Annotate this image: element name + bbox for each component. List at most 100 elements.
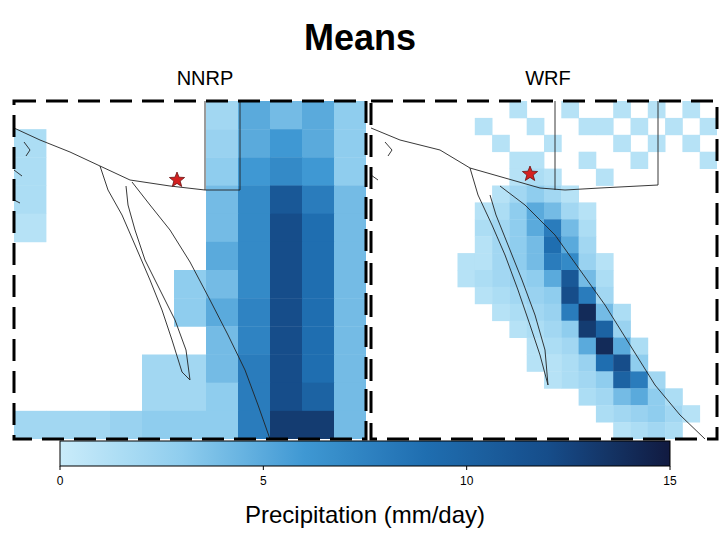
cell	[544, 135, 562, 152]
cell	[14, 157, 46, 186]
cell	[475, 270, 493, 287]
cell	[206, 242, 238, 271]
cell	[302, 101, 334, 130]
cell	[631, 338, 649, 355]
cell	[302, 242, 334, 271]
cell	[509, 152, 527, 169]
cell	[631, 118, 649, 135]
cell	[302, 383, 334, 412]
colorbar-tick-label: 15	[663, 474, 677, 488]
cell	[14, 186, 46, 215]
cell	[665, 118, 683, 135]
cell	[631, 422, 649, 439]
cell	[596, 304, 614, 321]
cell	[334, 383, 366, 412]
colorbar-tick	[263, 466, 264, 470]
cell	[206, 157, 238, 186]
cell	[492, 287, 510, 304]
colorbar-tick	[670, 466, 671, 470]
cell	[561, 219, 579, 236]
cell	[596, 355, 614, 372]
cell	[334, 355, 366, 384]
cell	[561, 338, 579, 355]
map-line	[132, 182, 270, 439]
cell	[492, 186, 510, 203]
cell	[613, 355, 631, 372]
cell	[596, 253, 614, 270]
cell	[700, 118, 717, 135]
cell	[631, 388, 649, 405]
cell	[596, 270, 614, 287]
cell	[579, 202, 597, 219]
cell	[238, 355, 270, 384]
cell	[561, 287, 579, 304]
map-line	[658, 101, 659, 185]
cell	[270, 242, 302, 271]
cell	[544, 202, 562, 219]
cell	[238, 157, 270, 186]
cell	[270, 101, 302, 130]
cell	[648, 405, 666, 422]
cell	[527, 253, 545, 270]
cell	[238, 411, 270, 439]
cell	[174, 298, 206, 327]
cell	[206, 326, 238, 355]
panel-background	[371, 101, 717, 439]
cell	[561, 236, 579, 253]
site-star	[169, 172, 184, 187]
cell	[527, 287, 545, 304]
cell	[509, 304, 527, 321]
cell	[270, 186, 302, 215]
cell	[596, 321, 614, 338]
cell	[14, 129, 46, 158]
cell	[206, 355, 238, 384]
map-line	[385, 142, 392, 156]
cell	[270, 383, 302, 412]
cell	[561, 304, 579, 321]
cell	[492, 304, 510, 321]
cell	[596, 338, 614, 355]
heatmap-cells	[458, 101, 718, 439]
cell	[579, 253, 597, 270]
panel-frame	[371, 101, 717, 439]
cell	[596, 169, 614, 186]
map-line	[490, 195, 548, 385]
cell	[475, 202, 493, 219]
cell	[270, 214, 302, 243]
cell	[142, 355, 174, 384]
site-star	[522, 166, 537, 181]
cell	[334, 101, 366, 130]
cell	[458, 253, 476, 270]
map-line	[205, 101, 206, 190]
cell	[648, 135, 666, 152]
colorbar-tick-label: 10	[460, 474, 474, 488]
cell	[475, 287, 493, 304]
cell	[238, 298, 270, 327]
cell	[613, 304, 631, 321]
cell	[527, 152, 545, 169]
cell	[648, 101, 666, 118]
cell	[270, 298, 302, 327]
cell	[579, 304, 597, 321]
cell	[509, 321, 527, 338]
cell	[613, 388, 631, 405]
cell	[206, 411, 238, 439]
cell	[544, 219, 562, 236]
colorbar	[60, 441, 670, 466]
cell	[238, 383, 270, 412]
cell	[579, 236, 597, 253]
cell	[270, 270, 302, 299]
cell	[527, 118, 545, 135]
map-line	[500, 186, 705, 439]
cell	[475, 236, 493, 253]
cell	[142, 411, 174, 439]
cell	[544, 270, 562, 287]
cell	[302, 298, 334, 327]
cell	[544, 321, 562, 338]
cell	[14, 214, 46, 243]
cell	[142, 383, 174, 412]
cell	[527, 270, 545, 287]
panel-frame	[14, 101, 366, 439]
cell	[238, 242, 270, 271]
cell	[334, 129, 366, 158]
